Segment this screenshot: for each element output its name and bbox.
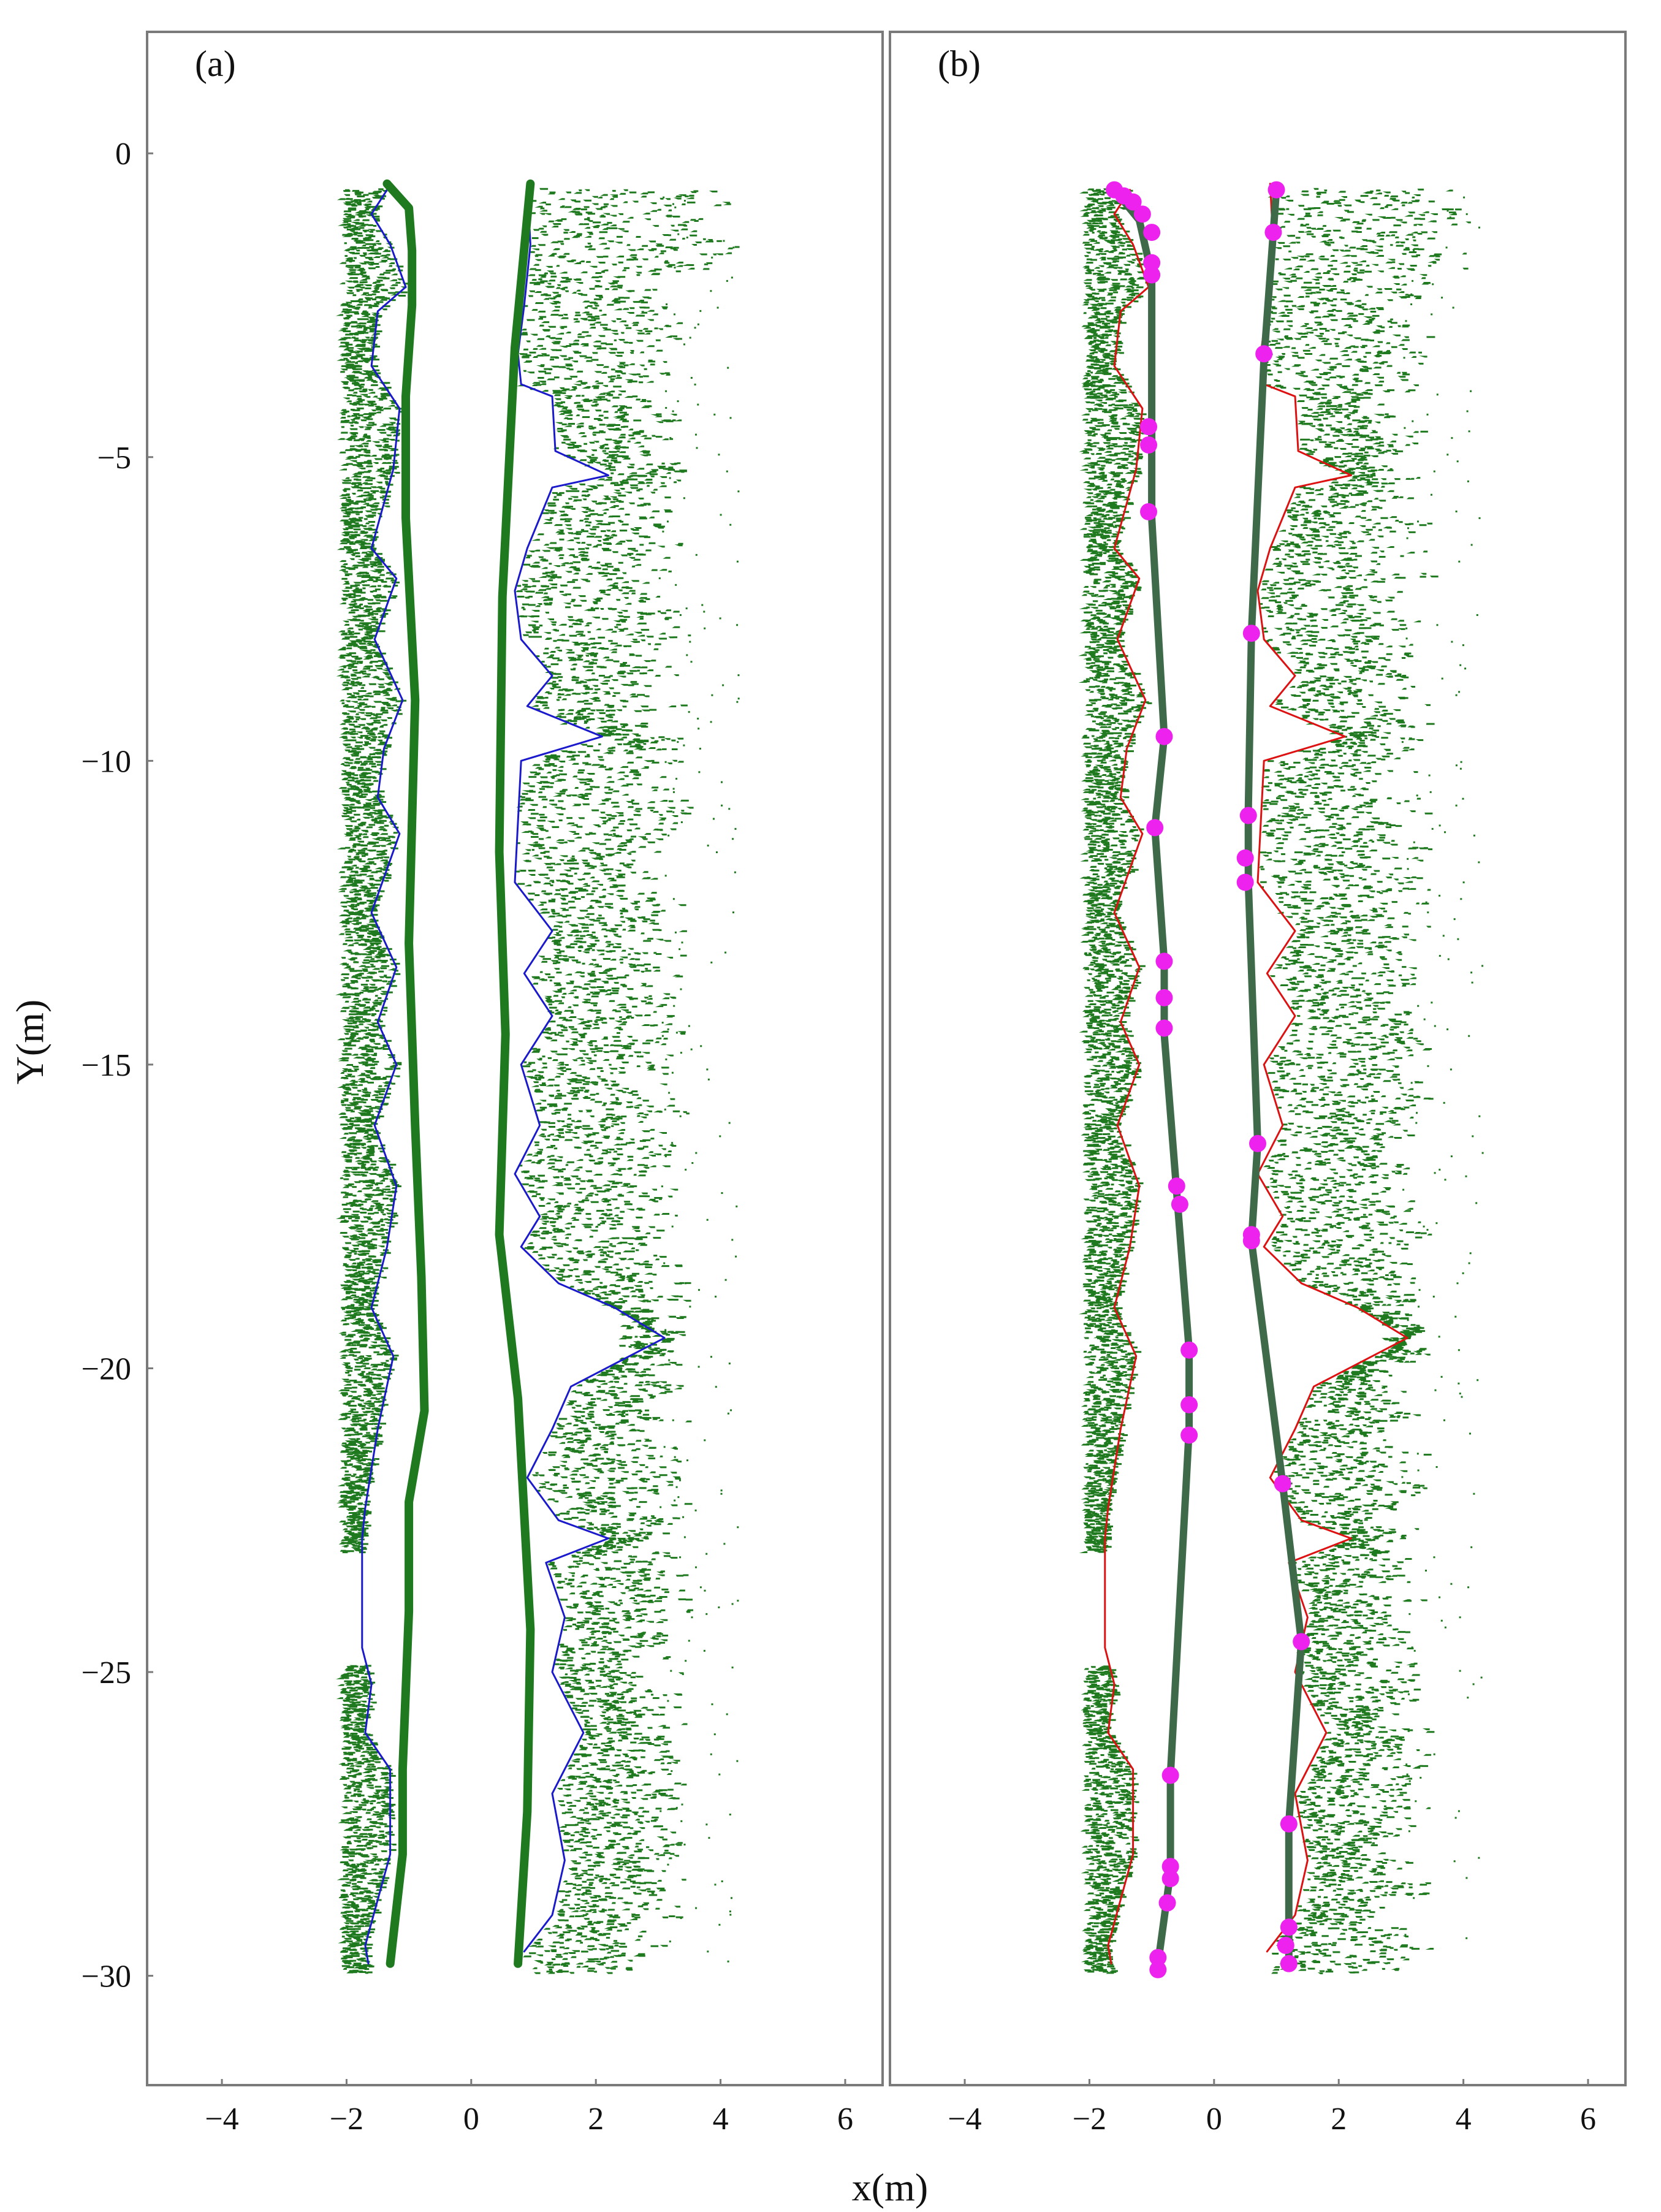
key-point [1236,873,1254,891]
key-point [1239,807,1257,824]
key-point [1236,849,1254,867]
key-point [1249,1135,1266,1152]
key-point [1293,1633,1310,1651]
key-points [1106,181,1310,1978]
x-tick-label: 2 [588,2102,604,2137]
key-point [1274,1475,1291,1492]
key-point [1155,728,1173,745]
x-tick-label: −2 [330,2102,363,2137]
key-point [1180,1341,1198,1359]
x-tick-label: 4 [1456,2102,1472,2137]
vegetation-point-cloud [1078,188,1484,1975]
plot-frame [889,31,1627,2086]
key-point [1180,1396,1198,1413]
panel-b: −4 −2 0 2 4 6 (b) [889,31,1627,2137]
left-boundary-line [361,189,407,1965]
y-tick-label: −15 [82,1048,131,1083]
panel-label: (a) [195,44,236,84]
key-point [1280,1955,1298,1972]
right-fitted-edge-line [495,179,535,1968]
x-tick-label: 0 [1206,2102,1222,2137]
x-tick-label: −4 [205,2102,238,2137]
key-point [1171,1195,1188,1213]
panel-a: −4 −2 0 2 4 60−5−10−15−20−25−30(a) [82,31,884,2137]
key-point [1161,1766,1179,1784]
panel-label: (b) [938,44,981,84]
key-point [1161,1870,1179,1888]
key-point [1168,1177,1185,1195]
y-tick-label: −10 [82,744,131,779]
key-point [1242,1232,1260,1250]
x-tick-label: 2 [1331,2102,1347,2137]
key-point [1158,1894,1176,1912]
plot-frame [146,31,884,2086]
y-tick-label: −30 [82,1959,131,1994]
key-point [1140,418,1158,436]
key-point [1140,503,1158,520]
key-point [1180,1426,1198,1444]
key-point [1143,266,1161,284]
y-tick-label: −5 [97,441,131,476]
key-point [1155,952,1173,970]
key-point [1140,436,1158,454]
key-point [1133,205,1151,223]
x-axis-title: x(m) [852,2165,928,2209]
x-tick-label: 6 [1580,2102,1596,2137]
key-point [1124,193,1142,211]
key-point [1143,224,1161,241]
y-axis-title: Y(m) [8,1000,51,1085]
y-tick-label: −25 [82,1655,131,1690]
vegetation-points [1078,188,1484,1975]
y-tick-label: −20 [82,1351,131,1386]
key-point [1146,819,1164,837]
key-point [1255,345,1273,363]
x-tick-label: −2 [1073,2102,1106,2137]
key-point [1149,1961,1167,1978]
y-tick-label: 0 [115,137,131,172]
key-point [1280,1918,1298,1936]
key-point [1264,224,1282,241]
key-point [1280,1815,1298,1833]
x-tick-label: 0 [463,2102,479,2137]
key-point [1242,625,1260,642]
right-fitted-edge-line [1244,186,1306,1967]
key-point [1155,989,1173,1006]
key-point [1277,1937,1294,1955]
x-tick-label: 4 [713,2102,729,2137]
right-boundary-line [514,183,666,1953]
left-fitted-edge-line [382,179,429,1968]
key-point [1268,181,1285,199]
x-tick-label: −4 [948,2102,981,2137]
x-tick-label: 6 [837,2102,853,2137]
vegetation-point-cloud [335,188,740,1974]
key-point [1149,1948,1167,1966]
key-point [1155,1019,1173,1037]
key-point [1143,254,1161,272]
key-point [1161,1858,1179,1876]
left-boundary-line [1104,189,1150,1965]
vegetation-points [335,188,740,1974]
